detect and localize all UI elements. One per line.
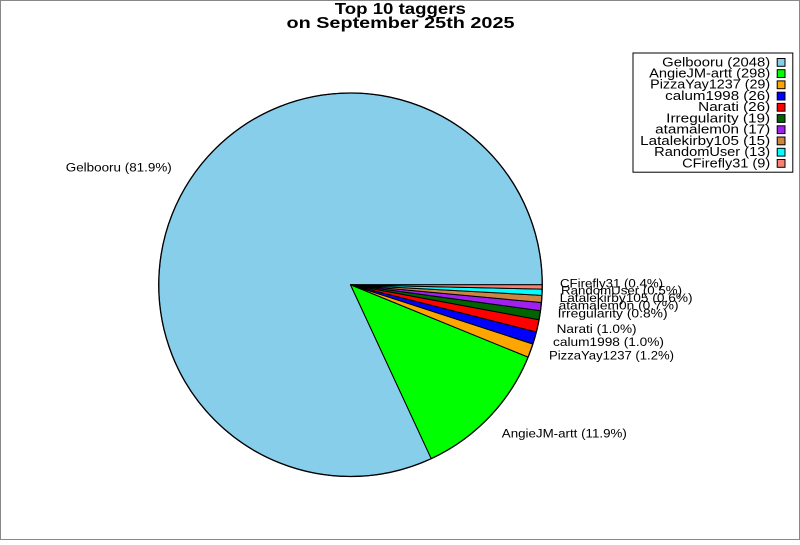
svg-text:CFirefly31 (9): CFirefly31 (9) xyxy=(682,156,770,170)
svg-text:Gelbooru (81.9%): Gelbooru (81.9%) xyxy=(66,161,172,175)
svg-text:CFirefly31 (0.4%): CFirefly31 (0.4%) xyxy=(560,277,663,291)
svg-text:Irregularity (0.8%): Irregularity (0.8%) xyxy=(558,307,668,321)
svg-text:RandomUser (13): RandomUser (13) xyxy=(654,145,770,159)
svg-text:Irregularity (19): Irregularity (19) xyxy=(666,111,770,125)
svg-text:atamalem0n (17): atamalem0n (17) xyxy=(655,123,770,137)
svg-text:RandomUser (0.5%): RandomUser (0.5%) xyxy=(561,283,682,297)
svg-text:Narati (26): Narati (26) xyxy=(698,100,770,114)
svg-text:PizzaYay1237 (29): PizzaYay1237 (29) xyxy=(650,78,770,92)
svg-text:Latalekirby105 (0.6%): Latalekirby105 (0.6%) xyxy=(560,291,693,305)
svg-text:Narati (1.0%): Narati (1.0%) xyxy=(557,322,637,336)
svg-text:AngieJM-artt (298): AngieJM-artt (298) xyxy=(649,67,770,81)
svg-text:Latalekirby105 (15): Latalekirby105 (15) xyxy=(640,134,770,148)
svg-text:atamalem0n (0.7%): atamalem0n (0.7%) xyxy=(559,299,679,313)
svg-text:calum1998 (26): calum1998 (26) xyxy=(665,89,770,103)
svg-text:on September 25th 2025: on September 25th 2025 xyxy=(287,15,516,32)
svg-text:Gelbooru (2048): Gelbooru (2048) xyxy=(662,55,770,69)
svg-text:AngieJM-artt (11.9%): AngieJM-artt (11.9%) xyxy=(502,427,627,441)
svg-text:PizzaYay1237 (1.2%): PizzaYay1237 (1.2%) xyxy=(549,349,674,363)
svg-text:calum1998 (1.0%): calum1998 (1.0%) xyxy=(553,335,664,349)
svg-text:Top 10 taggers: Top 10 taggers xyxy=(335,1,466,18)
